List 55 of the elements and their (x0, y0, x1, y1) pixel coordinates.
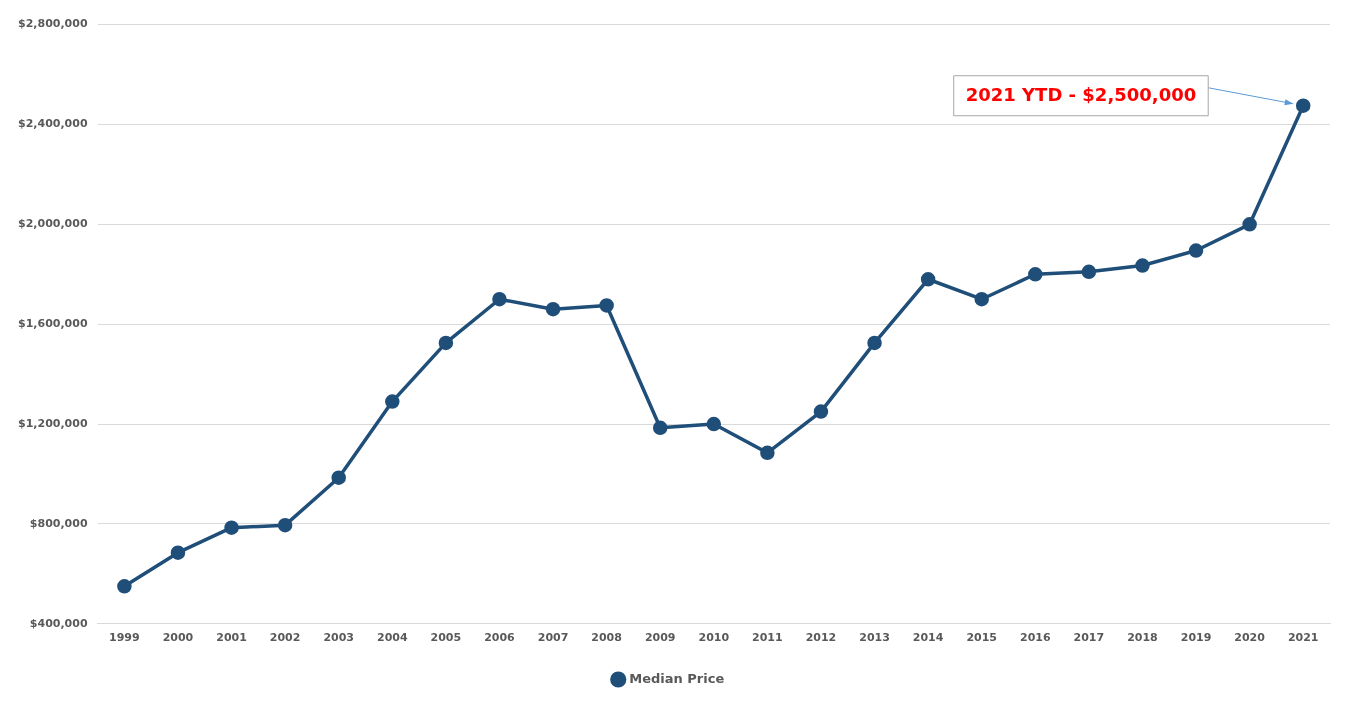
point (974, 291, 989, 307)
point (706, 416, 722, 432)
x-tick-label: 2004 (376, 631, 408, 645)
x-tick-label: 2002 (269, 631, 301, 645)
point (224, 520, 239, 535)
x-tick-label: 2011 (752, 631, 783, 645)
x-tick-label: 2021 (1287, 631, 1319, 645)
point (813, 404, 829, 419)
point (920, 272, 936, 287)
x-tick-label: 2020 (1234, 631, 1266, 645)
x-tick-label: 2016 (1019, 631, 1051, 645)
point (545, 301, 561, 317)
y-tick-label: $2,400,000 (17, 117, 88, 131)
point (492, 291, 507, 307)
x-tick-label: 2019 (1180, 631, 1212, 645)
y-tick-label: $400,000 (29, 616, 88, 630)
x-tick-label: 2001 (216, 631, 247, 645)
point (170, 545, 186, 560)
x-tick-label: 2010 (698, 631, 730, 645)
point (599, 298, 614, 313)
point (1188, 243, 1204, 258)
point (438, 335, 454, 351)
point (1028, 267, 1043, 282)
y-tick-label: $2,800,000 (17, 17, 88, 31)
point (1135, 258, 1150, 273)
x-tick-label: 2012 (805, 631, 837, 645)
point (385, 394, 400, 409)
legend-label: Median Price (629, 670, 725, 686)
x-tick-label: 2017 (1073, 631, 1105, 645)
x-tick-label: 2005 (430, 631, 462, 645)
point (760, 445, 775, 461)
y-tick-label: $2,000,000 (17, 217, 88, 231)
x-tick-label: 2018 (1127, 631, 1158, 645)
x-tick-label: 2013 (859, 631, 890, 645)
x-tick-label: 2008 (591, 631, 622, 645)
x-tick-label: 2015 (966, 631, 998, 645)
point (117, 579, 132, 594)
x-tick-label: 2009 (644, 631, 676, 645)
point (1295, 98, 1311, 113)
y-tick-label: $800,000 (29, 516, 88, 530)
x-tick-label: 2007 (537, 631, 569, 645)
point (1242, 217, 1257, 232)
annotation: 2021 YTD - $2,500,000 (965, 84, 1197, 106)
point (331, 470, 346, 485)
x-tick-label: 2003 (323, 631, 355, 645)
point (277, 517, 293, 533)
x-tick-label: 1999 (109, 631, 140, 645)
x-tick-label: 2000 (162, 631, 194, 645)
point (867, 335, 882, 351)
x-tick-label: 2006 (484, 631, 516, 645)
point (1081, 264, 1097, 280)
y-tick-label: $1,200,000 (17, 416, 88, 430)
y-tick-label: $1,600,000 (17, 317, 88, 331)
x-tick-label: 2014 (912, 631, 944, 645)
point (652, 420, 668, 436)
